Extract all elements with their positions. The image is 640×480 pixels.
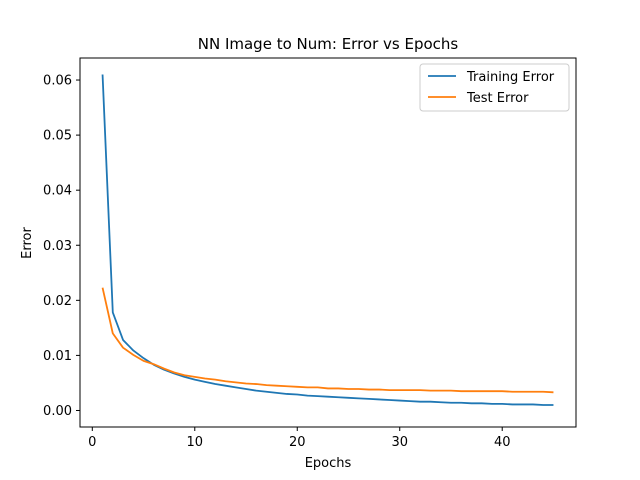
y-tick-label: 0.02 — [43, 294, 72, 309]
y-tick-label: 0.00 — [43, 404, 72, 419]
series-layer — [101, 74, 554, 406]
y-tick-label: 0.03 — [43, 239, 72, 254]
x-tick-label: 20 — [289, 435, 306, 450]
y-tick-label: 0.05 — [43, 129, 72, 144]
y-tick-label: 0.04 — [43, 184, 72, 199]
chart-title: NN Image to Num: Error vs Epochs — [198, 35, 459, 53]
series-line-training-error — [101, 74, 554, 406]
x-tick-label: 0 — [88, 435, 96, 450]
x-axis-ticks: 0 10 20 30 40 — [88, 427, 510, 450]
y-tick-label: 0.06 — [43, 74, 72, 89]
x-tick-label: 10 — [187, 435, 204, 450]
legend-label-training-error: Training Error — [466, 70, 555, 85]
plot-frame — [79, 57, 577, 428]
x-tick-label: 30 — [391, 435, 408, 450]
y-axis-ticks: 0.00 0.01 0.02 0.03 0.04 0.05 0.06 — [43, 74, 80, 419]
x-axis-label: Epochs — [305, 456, 352, 471]
y-tick-label: 0.01 — [43, 349, 72, 364]
series-line-test-error — [101, 287, 554, 394]
plot-area: 0 10 20 30 40 0.00 0.01 0.02 0.03 0.04 0.05 0.06 — [43, 57, 577, 450]
x-tick-label: 40 — [494, 435, 511, 450]
legend-label-test-error: Test Error — [466, 91, 529, 106]
y-axis-label: Error — [20, 227, 35, 259]
legend-box — [419, 63, 570, 112]
legend: Training Error Test Error — [419, 63, 570, 112]
